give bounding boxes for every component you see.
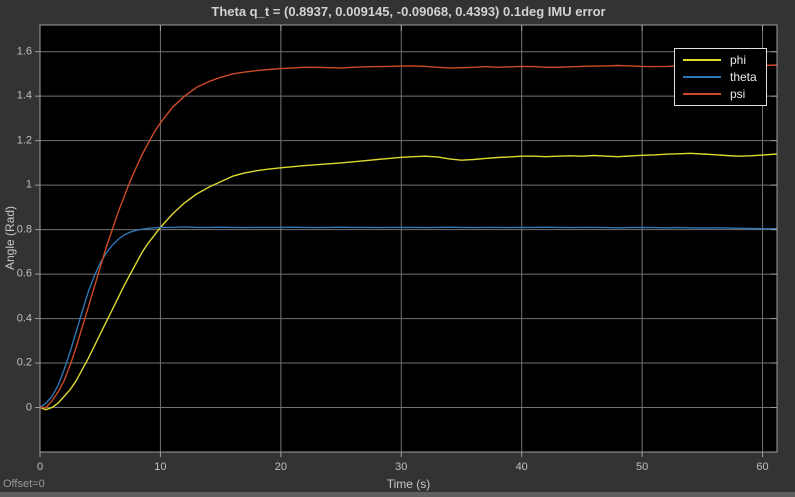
y-tick-label: 1 [25,178,32,191]
axes-box [39,24,778,453]
phi-line-swatch [683,58,721,61]
series-line-psi [39,64,778,409]
x-tick-label: 20 [274,461,287,473]
x-tick-label: 30 [395,461,408,473]
legend-item-theta[interactable]: theta [675,69,766,86]
psi-line-swatch [683,93,721,96]
x-tick-label: 50 [635,461,649,473]
y-tick-label: 0.8 [16,223,32,236]
series-line-phi [39,152,778,411]
legend-label-phi: phi [730,52,747,67]
y-tick-label: 1.6 [16,45,32,58]
legend[interactable]: phi theta psi [674,48,767,106]
theta-line-swatch [683,76,721,78]
y-tick-label: 0 [25,401,32,414]
legend-label-theta: theta [730,70,757,84]
y-tick-label: 0.4 [16,312,32,325]
x-tick-label: 40 [515,461,528,473]
y-tick-label: 0.2 [16,356,32,369]
axes-background [40,25,777,452]
legend-item-psi[interactable]: psi [675,86,766,103]
x-tick-label: 0 [36,461,44,473]
y-tick-label: 1.4 [16,89,32,102]
y-tick-label: 1.2 [16,134,32,147]
y-axis-label: Angle (Rad) [3,205,17,271]
x-axis-label: Time (s) [386,477,431,491]
chart-title: Theta q_t = (0.8937, 0.009145, -0.09068,… [211,4,606,19]
window-bottom-bar [0,492,795,497]
y-tick-label: 0.6 [16,267,32,280]
legend-label-psi: psi [730,87,746,102]
x-tick-label: 10 [154,461,167,473]
x-tick-label: 60 [756,461,769,473]
series-line-theta [39,226,778,409]
legend-item-phi[interactable]: phi [675,51,766,68]
offset-status-text: Offset=0 [3,478,45,490]
